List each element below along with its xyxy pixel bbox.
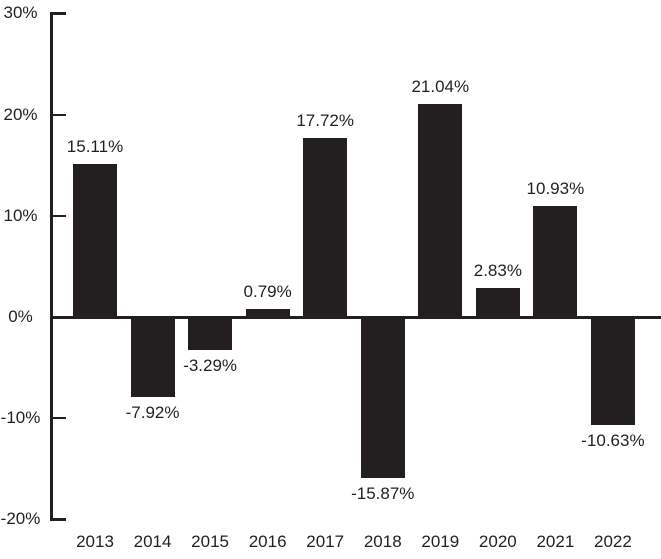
- x-axis-category-label: 2015: [191, 532, 229, 551]
- y-tick-label: 30%: [3, 3, 38, 23]
- y-tick-label: 0%: [8, 307, 33, 326]
- bar: [73, 164, 117, 319]
- x-axis-category-label: 2014: [133, 532, 172, 551]
- bar: [533, 206, 578, 319]
- x-axis-category-label: 2018: [363, 532, 402, 551]
- bar-value-label: -7.92%: [125, 403, 180, 423]
- zero-baseline: [50, 315, 661, 319]
- bar: [418, 104, 463, 319]
- x-axis-category-label: 2016: [248, 532, 287, 551]
- bar-value-label: -10.63%: [581, 430, 645, 450]
- y-axis-line: [50, 11, 53, 521]
- y-axis-tick: [53, 517, 66, 521]
- x-axis-category-label: 2022: [594, 532, 632, 551]
- bar: [590, 315, 635, 425]
- bar-value-label: -3.29%: [183, 356, 238, 376]
- bar-value-label: -15.87%: [351, 483, 415, 503]
- y-tick-label: -20%: [0, 509, 41, 529]
- bar: [188, 315, 233, 351]
- bar-value-label: 15.11%: [66, 137, 124, 157]
- bar-value-label: 21.04%: [411, 77, 470, 97]
- bar: [245, 309, 290, 319]
- bar-value-label: 17.72%: [296, 110, 355, 130]
- y-axis-tick: [53, 113, 66, 116]
- bar-value-label: 2.83%: [473, 261, 522, 281]
- bar: [130, 315, 175, 398]
- x-axis-category-label: 2019: [421, 532, 460, 551]
- y-axis-tick: [53, 11, 66, 15]
- y-tick-label: 20%: [3, 104, 38, 124]
- bar-value-label: 0.79%: [243, 282, 292, 301]
- x-axis-category-label: 2021: [536, 532, 575, 551]
- x-axis-category-label: 2013: [76, 532, 114, 551]
- bar: [303, 137, 348, 319]
- x-axis-category-label: 2017: [306, 532, 345, 551]
- bar: [475, 288, 520, 319]
- x-axis-category-label: 2020: [478, 532, 517, 551]
- bar-value-label: 10.93%: [526, 179, 585, 199]
- y-axis-tick: [53, 214, 66, 217]
- y-axis-tick: [53, 417, 66, 420]
- bar: [360, 315, 405, 478]
- y-tick-label: 10%: [3, 205, 38, 225]
- y-tick-label: -10%: [0, 408, 41, 428]
